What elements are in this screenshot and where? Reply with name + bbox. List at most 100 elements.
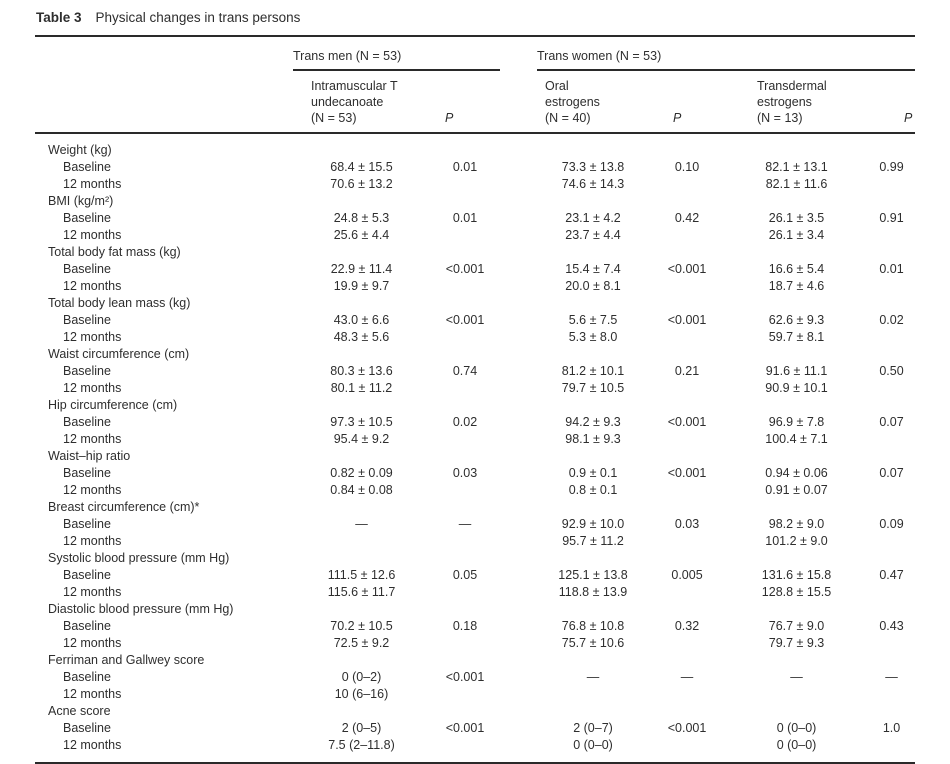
spacer-cell	[500, 431, 537, 448]
data-row: Baseline 80.3 ± 13.6 0.74 81.2 ± 10.1 0.21 91…	[35, 363, 915, 380]
transdermal-value-cell: 62.6 ± 9.3	[768, 313, 825, 327]
data-row: 12 months 72.5 ± 9.2 75.7 ± 10.6 79.7 ± 9.3	[35, 635, 915, 652]
column-header-transdermal-estrogens: Transdermal estrogens (N = 13)	[725, 70, 869, 134]
transdermal-value-cell: 26.1 ± 3.5	[768, 211, 825, 225]
row-label: Baseline	[63, 517, 111, 531]
spacer-cell	[500, 329, 537, 346]
row-label: Baseline	[63, 160, 111, 174]
spacer-cell	[500, 261, 537, 278]
data-row: 12 months 48.3 ± 5.6 5.3 ± 8.0 59.7 ± 8.1	[35, 329, 915, 346]
transdermal-p-cell	[868, 329, 915, 346]
section-row: Total body fat mass (kg)	[35, 244, 915, 261]
p-header-oral: P	[649, 70, 726, 134]
row-label: Baseline	[63, 670, 111, 684]
subheader-spacer	[500, 70, 538, 134]
oral-p-cell: —	[680, 670, 694, 684]
transdermal-p-cell: 0.47	[879, 568, 904, 582]
data-row: 12 months 95.4 ± 9.2 98.1 ± 9.3 100.4 ± 7.1	[35, 431, 915, 448]
spacer-cell	[500, 176, 537, 193]
row-label: Baseline	[63, 262, 111, 276]
oral-p-cell: 0.10	[674, 160, 700, 174]
oral-value-cell: 118.8 ± 13.9	[558, 585, 628, 599]
tm-value-cell: 95.4 ± 9.2	[333, 432, 390, 446]
column-header-oral-estrogens: Oral estrogens (N = 40)	[537, 70, 650, 134]
tm-p-cell	[430, 533, 500, 550]
tm-value-cell: 0.84 ± 0.08	[330, 483, 393, 497]
tm-p-cell: 0.05	[452, 568, 478, 582]
transdermal-p-cell	[868, 533, 915, 550]
oral-value-cell: 0.9 ± 0.1	[568, 466, 618, 480]
transdermal-value-cell: 128.8 ± 15.5	[761, 585, 832, 599]
transdermal-value-cell: —	[790, 670, 803, 684]
tm-p-cell: 0.02	[452, 415, 478, 429]
row-label: Total body lean mass (kg)	[48, 296, 191, 310]
data-row: Baseline 111.5 ± 12.6 0.05 125.1 ± 13.8 0.00…	[35, 567, 915, 584]
oral-value-cell: 15.4 ± 7.4	[565, 262, 621, 276]
row-label-subheader	[35, 70, 293, 134]
spacer-cell	[500, 516, 537, 533]
oral-p-cell: <0.001	[667, 415, 707, 429]
transdermal-p-cell	[868, 380, 915, 397]
oral-value-cell: 20.0 ± 8.1	[565, 279, 621, 293]
row-label: Baseline	[63, 721, 111, 735]
tm-p-cell	[430, 686, 500, 703]
data-row: 12 months 0.84 ± 0.08 0.8 ± 0.1 0.91 ± 0.07	[35, 482, 915, 499]
spacer-cell	[500, 159, 537, 176]
spacer-cell	[500, 363, 537, 380]
row-label: Breast circumference (cm)*	[48, 500, 200, 514]
oral-value-cell: —	[586, 670, 600, 684]
transdermal-p-cell: 0.09	[879, 517, 904, 531]
tm-p-cell: 0.18	[452, 619, 478, 633]
tm-p-cell: <0.001	[445, 262, 485, 276]
data-row: Baseline 0 (0–2) <0.001 — — — —	[35, 669, 915, 686]
tm-p-cell	[430, 635, 500, 652]
oral-value-cell: 23.7 ± 4.4	[565, 228, 621, 242]
spacer-cell	[500, 737, 537, 763]
oral-p-cell: <0.001	[667, 721, 707, 735]
tm-value-cell: 0.82 ± 0.09	[330, 466, 393, 480]
oral-value-cell: 5.3 ± 8.0	[568, 330, 618, 344]
data-row: Baseline 68.4 ± 15.5 0.01 73.3 ± 13.8 0.10 82…	[35, 159, 915, 176]
oral-p-cell	[649, 227, 725, 244]
oral-value-cell: 74.6 ± 14.3	[561, 177, 625, 191]
oral-p-cell: 0.32	[674, 619, 700, 633]
section-row: Breast circumference (cm)*	[35, 499, 915, 516]
spacer-cell	[500, 533, 537, 550]
section-row: Waist circumference (cm)	[35, 346, 915, 363]
p-header-trans-men: P	[430, 70, 501, 134]
transdermal-value-cell: 101.2 ± 9.0	[765, 534, 828, 548]
oral-value-cell: 79.7 ± 10.5	[561, 381, 625, 395]
tm-p-cell: <0.001	[445, 721, 485, 735]
tm-value-cell: 19.9 ± 9.7	[333, 279, 390, 293]
spacer-cell	[500, 567, 537, 584]
transdermal-value-cell: 100.4 ± 7.1	[765, 432, 828, 446]
transdermal-p-cell	[868, 431, 915, 448]
transdermal-value-cell: 90.9 ± 10.1	[765, 381, 828, 395]
data-row: Baseline 0.82 ± 0.09 0.03 0.9 ± 0.1 <0.001 0.…	[35, 465, 915, 482]
transdermal-value-cell: 96.9 ± 7.8	[768, 415, 825, 429]
oral-value-cell: 5.6 ± 7.5	[568, 313, 618, 327]
row-label: 12 months	[63, 687, 122, 701]
transdermal-p-cell: —	[885, 670, 898, 684]
transdermal-p-cell: 0.43	[879, 619, 904, 633]
transdermal-value-cell: 0.94 ± 0.06	[765, 466, 828, 480]
oral-value-cell: 23.1 ± 4.2	[565, 211, 621, 225]
row-label: Ferriman and Gallwey score	[48, 653, 205, 667]
tm-value-cell: 70.2 ± 10.5	[330, 619, 393, 633]
section-row: Hip circumference (cm)	[35, 397, 915, 414]
data-row: Baseline 43.0 ± 6.6 <0.001 5.6 ± 7.5 <0.001 6…	[35, 312, 915, 329]
section-row: Ferriman and Gallwey score	[35, 652, 915, 669]
row-label: Acne score	[48, 704, 111, 718]
row-label: 12 months	[63, 432, 122, 446]
spacer-cell	[500, 482, 537, 499]
row-label: Total body fat mass (kg)	[48, 245, 181, 259]
row-label: 12 months	[63, 330, 122, 344]
transdermal-p-cell: 0.50	[879, 364, 904, 378]
transdermal-value-cell: 131.6 ± 15.8	[761, 568, 832, 582]
tm-value-cell: 2 (0–5)	[341, 721, 382, 735]
spacer-cell	[500, 584, 537, 601]
oral-p-cell	[649, 278, 725, 295]
transdermal-value-cell: 79.7 ± 9.3	[768, 636, 825, 650]
oral-p-cell	[649, 584, 725, 601]
data-row: 12 months 115.6 ± 11.7 118.8 ± 13.9 128.8 ±…	[35, 584, 915, 601]
